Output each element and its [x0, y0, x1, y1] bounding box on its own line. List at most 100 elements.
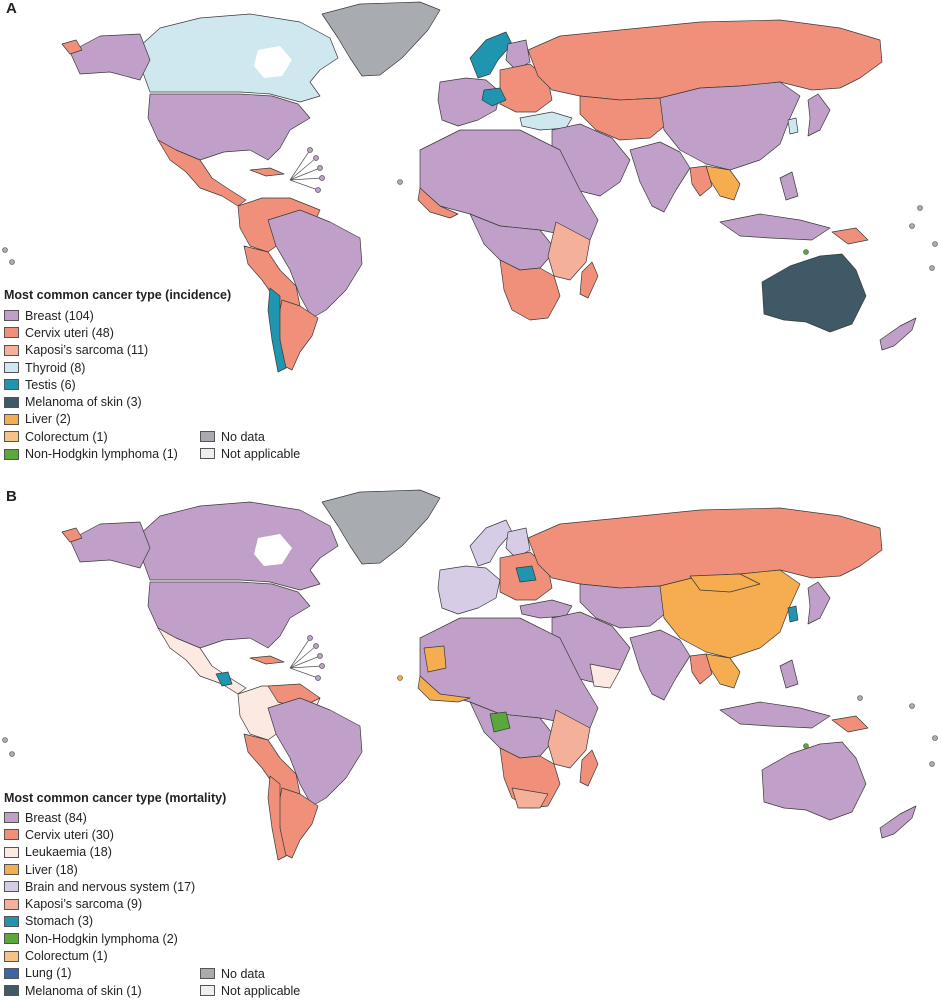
legend-swatch	[4, 310, 19, 322]
legend-swatch	[4, 327, 19, 339]
legend-item-lung: Lung (1)	[4, 965, 195, 982]
region-canada	[137, 501, 339, 591]
legend-label: No data	[221, 966, 265, 981]
legend-swatch	[4, 950, 19, 962]
island-dot	[9, 751, 15, 757]
island-dot	[917, 205, 923, 211]
legend-swatch	[4, 379, 19, 391]
legend-label: Kaposi’s sarcoma (9)	[25, 897, 143, 912]
region-papua	[831, 227, 869, 245]
legend-extra: No data Not applicable	[200, 965, 300, 1000]
legend-item-breast: Breast (84)	[4, 809, 195, 826]
region-west-africa	[417, 187, 459, 219]
legend-label: Not applicable	[221, 983, 301, 998]
legend-item-nhl: Non-Hodgkin lymphoma (2)	[4, 930, 195, 947]
legend-label: Breast (84)	[25, 810, 87, 825]
legend-item-melanoma: Melanoma of skin (1)	[4, 982, 195, 999]
region-western-europe	[437, 565, 501, 615]
region-india	[629, 629, 691, 701]
legend-swatch	[4, 898, 19, 910]
region-scandinavia	[469, 519, 513, 567]
legend-swatch	[4, 362, 19, 374]
legend-item-not-applicable: Not applicable	[200, 982, 300, 999]
legend-label: Brain and nervous system (17)	[25, 879, 196, 894]
region-belarus	[515, 565, 537, 583]
region-madagascar	[579, 749, 599, 787]
region-alaska-tip	[61, 39, 83, 55]
legend-list: Breast (84) Cervix uteri (30) Leukaemia …	[4, 809, 195, 999]
region-chile	[267, 775, 287, 861]
legend-item-kaposi: Kaposi’s sarcoma (9)	[4, 895, 195, 912]
legend-swatch	[4, 448, 19, 460]
region-australia	[761, 253, 867, 333]
legend-item-no-data: No data	[200, 965, 300, 982]
region-east-africa	[547, 221, 591, 281]
region-brazil	[267, 697, 363, 807]
legend-label: Non-Hodgkin lymphoma (1)	[25, 447, 178, 462]
region-central-europe	[481, 87, 507, 107]
region-south-africa	[511, 787, 549, 809]
region-alaska	[69, 33, 151, 81]
region-mexico-central-america	[157, 139, 247, 207]
legend-item-liver: Liver (18)	[4, 861, 195, 878]
region-mongolia	[689, 573, 761, 593]
legend-swatch	[4, 864, 19, 876]
legend-swatch	[4, 933, 19, 945]
legend-label: Lung (1)	[25, 966, 72, 981]
region-australia	[761, 741, 867, 821]
island-dot	[803, 249, 809, 255]
legend-swatch	[200, 431, 215, 443]
legend-swatch	[200, 968, 215, 980]
region-china	[659, 81, 801, 171]
legend-label: Cervix uteri (48)	[25, 325, 114, 340]
legend-swatch	[4, 413, 19, 425]
island-dot	[2, 247, 8, 253]
legend-label: Liver (2)	[25, 412, 71, 427]
legend-swatch	[200, 448, 215, 460]
legend-item-melanoma: Melanoma of skin (3)	[4, 393, 178, 410]
island-dot	[857, 695, 863, 701]
region-hudson-bay	[254, 46, 292, 78]
legend-label: Leukaemia (18)	[25, 845, 112, 860]
panel-letter: A	[6, 0, 17, 17]
region-madagascar	[579, 261, 599, 299]
legend-label: Kaposi’s sarcoma (11)	[25, 343, 149, 358]
legend-label: No data	[221, 429, 265, 444]
world-map-incidence	[2, 1, 938, 373]
region-japan	[807, 581, 831, 625]
legend-label: Melanoma of skin (3)	[25, 395, 142, 410]
island-dot	[9, 259, 15, 265]
legend-swatch	[4, 915, 19, 927]
region-japan	[807, 93, 831, 137]
legend-label: Liver (18)	[25, 862, 78, 877]
island-dot	[932, 241, 938, 247]
legend-swatch	[4, 967, 19, 979]
caribbean-callouts	[289, 147, 325, 193]
region-cuba	[249, 167, 285, 177]
region-korea	[787, 117, 799, 135]
island-dot	[2, 737, 8, 743]
legend-swatch	[4, 846, 19, 858]
legend-label: Testis (6)	[25, 377, 76, 392]
region-philippines	[779, 171, 799, 201]
legend-item-breast: Breast (104)	[4, 307, 178, 324]
region-cuba	[249, 655, 285, 665]
legend-swatch	[4, 812, 19, 824]
legend-item-no-data: No data	[200, 428, 300, 445]
region-chile	[267, 287, 287, 373]
legend-item-stomach: Stomach (3)	[4, 913, 195, 930]
region-mauritania	[423, 645, 447, 673]
region-papua	[831, 715, 869, 733]
island-dot	[929, 265, 935, 271]
legend-item-testis: Testis (6)	[4, 376, 178, 393]
legend-item-brain: Brain and nervous system (17)	[4, 878, 195, 895]
legend-item-kaposi: Kaposi’s sarcoma (11)	[4, 342, 178, 359]
legend-item-leukaemia: Leukaemia (18)	[4, 844, 195, 861]
region-canada	[137, 13, 339, 103]
region-myanmar	[689, 165, 713, 197]
legend-item-liver: Liver (2)	[4, 411, 178, 428]
legend-title: Most common cancer type (mortality)	[4, 791, 227, 805]
region-myanmar	[689, 653, 713, 685]
legend-list: Breast (104) Cervix uteri (48) Kaposi’s …	[4, 307, 178, 463]
region-west-africa	[417, 675, 471, 703]
